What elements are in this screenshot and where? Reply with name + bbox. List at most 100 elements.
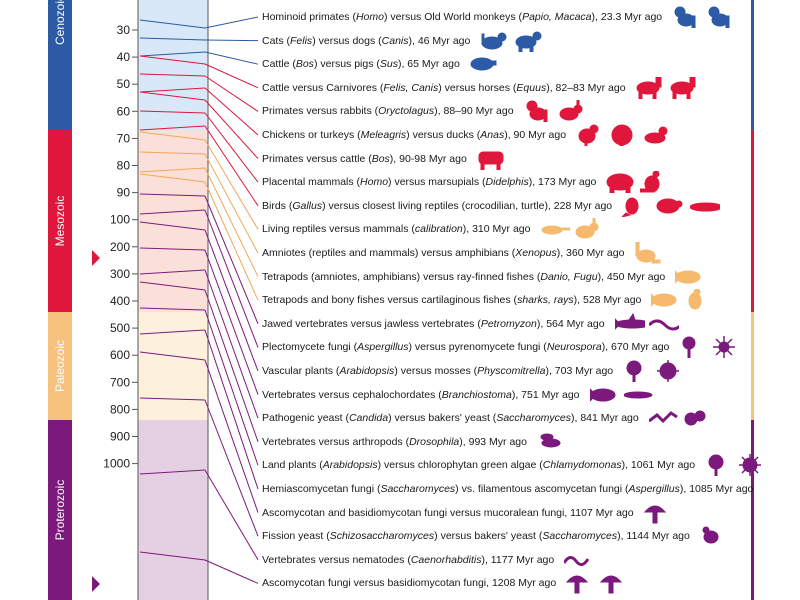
era-label: Mesozoic [53, 196, 67, 247]
species-name: Aspergillus [628, 483, 680, 495]
era-boundary-marker [92, 250, 100, 266]
spore-icon [713, 336, 735, 359]
connector-line [204, 181, 259, 301]
row-text: Primates versus rabbits ( [262, 105, 379, 118]
alga-icon [739, 454, 761, 477]
species-name: Petromyzon [480, 317, 537, 330]
crocodile-icon [690, 202, 720, 212]
divergence-row: Birds (Gallus) versus closest living rep… [262, 196, 612, 216]
connector-line [204, 63, 259, 89]
row-text: ), 841 Myr ago [571, 412, 639, 425]
axis-tick-label: 40 [117, 50, 131, 64]
row-text: Fission yeast ( [262, 530, 330, 543]
row-text: ), 993 Myr ago [459, 435, 527, 448]
connector-line [204, 99, 259, 159]
row-text: ), 751 Myr ago [511, 388, 580, 401]
row-text: ), 310 Myr ago [462, 223, 531, 236]
dog-icon [515, 31, 542, 52]
divergence-connector-lines [139, 16, 259, 584]
row-text: Plectomycete fungi ( [262, 341, 358, 354]
branch-line [139, 91, 206, 101]
divergence-row: Hemiascomycetan fungi (Saccharomyces) vs… [262, 479, 753, 499]
divergence-row: Tetrapods and bony fishes versus cartila… [262, 290, 641, 310]
time-axis-ticks: 30 40 50 60 70 80 90 100 200 300 400 500 600 700 800 90… [103, 23, 138, 471]
row-text: ), 670 Myr ago [601, 341, 670, 354]
row-text: ), 360 Myr ago [556, 247, 625, 259]
axis-tick-label: 400 [110, 294, 130, 308]
mushroom-icon [644, 505, 667, 524]
row-text: Jawed vertebrates versus jawless vertebr… [262, 317, 481, 330]
row-text: ) versus Old World monkeys ( [383, 11, 523, 23]
horse-icon [636, 76, 662, 99]
axis-tick-label: 700 [110, 375, 130, 389]
divergence-row: Amniotes (reptiles and mammals) versus a… [262, 243, 624, 263]
divergence-row: Plectomycete fungi (Aspergillus) versus … [262, 337, 669, 357]
row-text: Ascomycotan and basidiomycotan fungi ver… [262, 506, 634, 519]
turkey-icon [611, 124, 633, 146]
plant-icon [626, 360, 642, 382]
row-text: Vascular plants ( [262, 365, 340, 377]
row-text: Primates versus cattle ( [262, 152, 372, 165]
axis-tick-label: 80 [117, 159, 131, 173]
axis-tick-label: 600 [110, 348, 130, 362]
row-text: ), 88–90 Myr ago [434, 105, 514, 118]
era-label: Paleozoic [53, 340, 67, 392]
divergence-row: Placental mammals (Homo) versus marsupia… [262, 172, 596, 192]
eel-icon [649, 319, 679, 331]
era-band-1 [138, 130, 208, 312]
row-text: ) vs. filamentous ascomycetan fungi ( [455, 483, 629, 495]
seahorse-icon [688, 289, 702, 310]
right-era-segment [751, 130, 754, 312]
species-name: Equus [516, 81, 547, 94]
row-text: ) versus mosses ( [394, 365, 478, 377]
branch-line [139, 209, 206, 215]
plant-icon [708, 454, 724, 477]
bear-icon [606, 173, 634, 194]
row-text: ) versus ducks ( [406, 129, 481, 141]
species-name: Oryctolagus [378, 105, 435, 118]
branch-line [139, 151, 206, 155]
row-text: ) versus pigs ( [313, 58, 380, 71]
row-text: ) versus marsupials ( [388, 176, 486, 189]
row-text: ), 1061 Myr ago [621, 459, 696, 472]
species-name: Arabidopsis [322, 459, 378, 472]
branch-line [139, 73, 206, 77]
divergence-row: Cats (Felis) versus dogs (Canis), 46 Myr… [262, 31, 470, 51]
row-text: Cats ( [262, 34, 291, 47]
branch-line [139, 55, 206, 65]
monkey-icon [526, 100, 548, 123]
row-text: Cattle versus Carnivores ( [262, 81, 384, 94]
rabbit-icon [575, 218, 599, 239]
row-text: ) versus horses ( [438, 81, 517, 94]
lizard-icon [541, 225, 570, 235]
species-name: Candida [348, 412, 389, 425]
mushroom-icon [600, 575, 623, 594]
connector-line [204, 16, 259, 29]
right-era-segment [751, 312, 754, 420]
row-text: ), 90 Myr ago [504, 129, 567, 141]
row-text: Placental mammals ( [262, 176, 361, 189]
row-text: ) versus closest living reptiles (crocod… [322, 199, 613, 212]
divergence-row: Land plants (Arabidopsis) versus chlorop… [262, 455, 695, 475]
row-text: ), 82–83 Myr ago [546, 81, 626, 94]
connector-line [204, 399, 259, 537]
species-name: Saccharomyces [380, 483, 456, 495]
divergence-row: Pathogenic yeast (Candida) versus bakers… [262, 408, 639, 428]
branch-line [139, 19, 206, 29]
row-text: Cattle ( [262, 58, 296, 71]
row-text: Vertebrates versus arthropods ( [262, 435, 410, 448]
branch-line [139, 307, 206, 311]
chicken-icon [578, 124, 599, 146]
branch-line [139, 51, 206, 57]
divergence-row: Ascomycotan and basidiomycotan fungi ver… [262, 503, 634, 523]
species-name: Aspergillus [357, 341, 409, 354]
divergence-row: Living reptiles versus mammals (calibrat… [262, 219, 530, 239]
row-text: Chickens or turkeys ( [262, 129, 361, 141]
row-text: ), 46 Myr ago [408, 34, 471, 47]
axis-tick-label: 300 [110, 267, 130, 281]
connector-line [204, 195, 259, 324]
divergence-row: Ascomycotan fungi versus basidiomycotan … [262, 573, 556, 593]
era-label: Cenozoic [53, 0, 67, 45]
species-name: Saccharomyces [542, 530, 618, 543]
